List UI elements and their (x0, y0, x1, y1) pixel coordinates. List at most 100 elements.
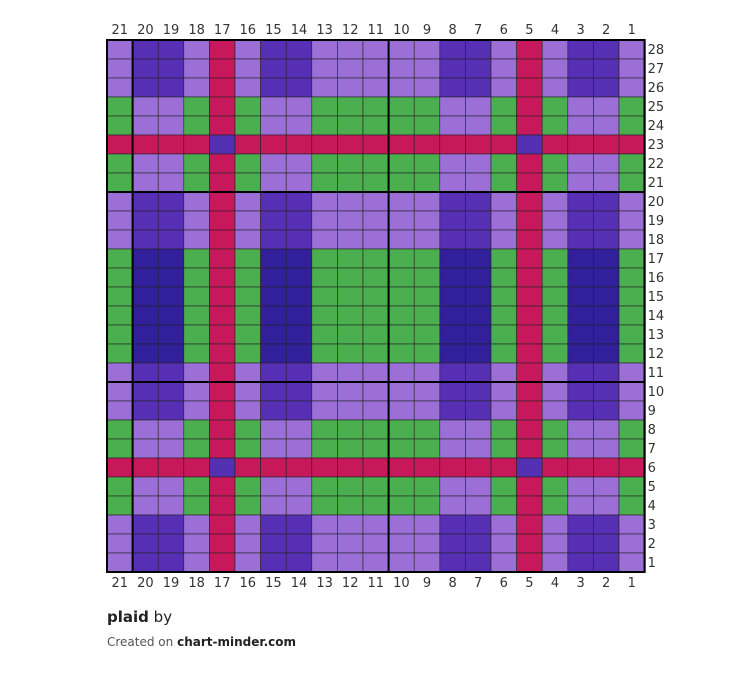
grid-cell (209, 267, 236, 288)
grid-cell (541, 134, 569, 155)
grid-cell (183, 115, 210, 136)
chart-area: 21 21 20 20 19 19 18 18 17 17 16 16 15 15 14 14 13 13 12 12… (106, 23, 665, 591)
row-label: 3 (648, 518, 656, 533)
grid-cell (209, 343, 236, 364)
grid-cell (439, 39, 466, 60)
grid-cell (132, 96, 159, 117)
grid-cell (541, 115, 569, 136)
grid-cell (157, 324, 185, 345)
grid-cell (413, 514, 441, 535)
grid-cell (106, 457, 133, 478)
grid-cell (516, 514, 543, 535)
grid-cell (285, 438, 313, 459)
grid-cell (285, 495, 313, 516)
grid-cell (541, 305, 569, 326)
grid-cell (516, 153, 543, 174)
grid-cell (541, 381, 569, 402)
grid-cell (490, 58, 517, 79)
grid-cell (260, 248, 287, 269)
grid-cell (362, 58, 389, 79)
grid-cell (388, 134, 415, 155)
grid-cell (209, 305, 236, 326)
grid-cell (593, 286, 620, 307)
column-label-top: 13 (316, 23, 333, 38)
grid-cell (413, 381, 441, 402)
grid-cell (490, 495, 517, 516)
grid-cell (388, 495, 415, 516)
grid-cell (157, 400, 185, 421)
grid-cell (234, 191, 261, 212)
column-label-bottom: 7 (474, 576, 482, 591)
grid-cell (388, 39, 415, 60)
column-label-top: 4 (551, 23, 559, 38)
grid-cell (541, 96, 569, 117)
row-label: 21 (648, 176, 665, 191)
grid-cell (285, 58, 313, 79)
grid-cell (311, 552, 338, 573)
grid-cell (209, 153, 236, 174)
grid-cell (413, 552, 441, 573)
grid-cell (388, 438, 415, 459)
grid-cell (567, 267, 594, 288)
column-label-bottom: 14 (291, 576, 308, 591)
grid-cell (516, 134, 543, 155)
grid-cell (209, 172, 236, 193)
credit-line: Created on chart-minder.com (107, 635, 296, 649)
grid-cell (516, 457, 543, 478)
grid-cell (618, 438, 645, 459)
author-by-label: by (153, 608, 173, 626)
grid-cell (311, 400, 338, 421)
grid-cell (234, 58, 261, 79)
grid-cell (157, 267, 185, 288)
grid-cell (157, 96, 185, 117)
grid-cell (311, 381, 338, 402)
grid-cell (234, 457, 261, 478)
grid-cell (618, 419, 645, 440)
grid-cell (567, 362, 594, 383)
row-label: 6 (648, 461, 656, 476)
grid-cell (618, 153, 645, 174)
grid-cell (209, 419, 236, 440)
grid-cell (541, 438, 569, 459)
grid-cell (465, 324, 492, 345)
grid-cell (106, 229, 133, 250)
grid-cell (465, 514, 492, 535)
grid-cell (541, 324, 569, 345)
column-label-top: 14 (291, 23, 308, 38)
column-label-top: 9 (423, 23, 431, 38)
grid-cell (490, 400, 517, 421)
grid-cell (260, 400, 287, 421)
grid-border (106, 39, 646, 573)
grid-cell (465, 229, 492, 250)
grid-cell (439, 191, 466, 212)
grid-cell (311, 172, 338, 193)
grid-cell (311, 153, 338, 174)
grid-cell (593, 153, 620, 174)
grid-cell (311, 533, 338, 554)
grid-cell (285, 134, 313, 155)
grid-cell (541, 267, 569, 288)
grid-cell (337, 362, 364, 383)
grid-cell (567, 39, 594, 60)
grid-cell (516, 267, 543, 288)
grid-cell (234, 552, 261, 573)
grid-cell (209, 58, 236, 79)
grid-cell (362, 172, 389, 193)
grid-cell (209, 400, 236, 421)
grid-cell (439, 343, 466, 364)
grid-cell (362, 495, 389, 516)
grid-cell (593, 39, 620, 60)
grid-cell (541, 419, 569, 440)
credit-site-link[interactable]: chart-minder.com (177, 635, 296, 649)
grid-cell (413, 267, 441, 288)
grid-cell (413, 495, 441, 516)
grid-cell (465, 96, 492, 117)
grid-cell (157, 305, 185, 326)
grid-cell (362, 134, 389, 155)
grid-cell (439, 58, 466, 79)
grid-cell (132, 77, 159, 98)
grid-cell (388, 552, 415, 573)
grid-cell (260, 362, 287, 383)
grid-cell (439, 172, 466, 193)
grid-cell (388, 248, 415, 269)
